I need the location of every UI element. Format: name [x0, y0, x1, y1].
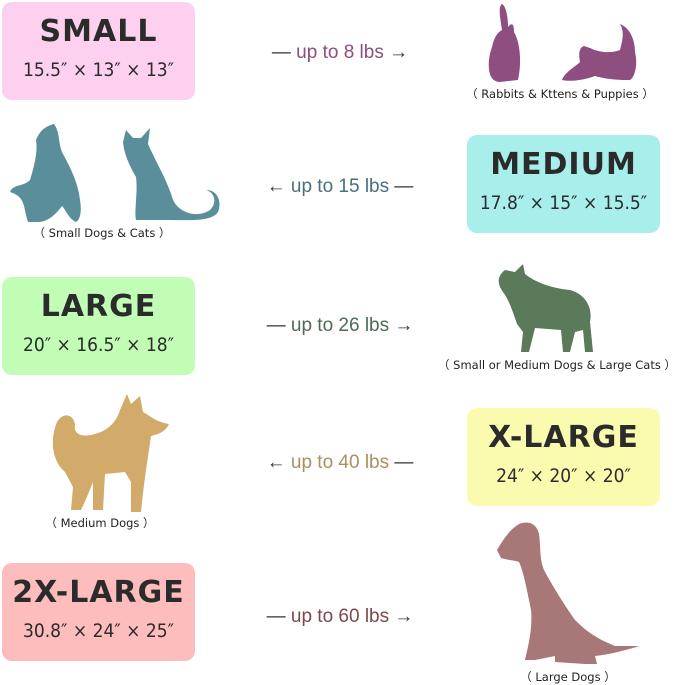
pet-caption: （ Medium Dogs ）	[45, 516, 155, 530]
size-dimensions: 24″ × 20″ × 20″	[496, 465, 631, 487]
weight-text: up to 8 lbs	[296, 42, 384, 63]
size-name: 2X-LARGE	[12, 575, 185, 610]
sitting-large-dog-silhouette-icon	[497, 522, 640, 664]
dash-icon: —	[266, 606, 286, 627]
weight-text: up to 26 lbs	[290, 315, 390, 336]
size-name: X-LARGE	[488, 420, 639, 455]
pet-caption: （ Rabbits & Kttens & Puppies ）	[466, 87, 654, 101]
weight-text: up to 40 lbs	[290, 452, 390, 473]
dash-icon: —	[271, 42, 291, 63]
arrow-right-icon: →	[394, 606, 414, 627]
weight-limit-small: — up to 8 lbs →	[230, 42, 450, 64]
weight-text: up to 60 lbs	[290, 606, 390, 627]
weight-text: up to 15 lbs	[290, 176, 390, 197]
weight-limit-x-large: ← up to 40 lbs —	[230, 452, 450, 474]
arrow-right-icon: →	[394, 315, 414, 336]
shiba-dog-silhouette-icon	[52, 394, 169, 512]
rabbit-kitten-silhouette-icon	[488, 4, 637, 82]
arrow-right-icon: →	[389, 42, 409, 63]
dash-icon: —	[394, 452, 414, 473]
small-dog-and-cat-silhouette-icon	[10, 124, 220, 222]
weight-limit-2x-large: — up to 60 lbs →	[230, 606, 450, 628]
weight-limit-medium: ← up to 15 lbs —	[230, 176, 450, 198]
size-box-medium: MEDIUM 17.8″ × 15″ × 15.5″	[467, 135, 660, 233]
size-box-x-large: X-LARGE 24″ × 20″ × 20″	[467, 408, 660, 506]
dash-icon: —	[394, 176, 414, 197]
size-box-small: SMALL 15.5″ × 13″ × 13″	[2, 2, 195, 100]
size-name: SMALL	[39, 14, 158, 49]
size-box-large: LARGE 20″ × 16.5″ × 18″	[2, 277, 195, 375]
size-name: MEDIUM	[490, 147, 637, 182]
size-name: LARGE	[40, 289, 157, 324]
size-box-2x-large: 2X-LARGE 30.8″ × 24″ × 25″	[2, 563, 195, 661]
size-dimensions: 20″ × 16.5″ × 18″	[22, 334, 175, 356]
pet-caption: （ Small Dogs & Cats ）	[33, 226, 171, 240]
pet-caption: （ Large Dogs ）	[520, 670, 616, 684]
size-dimensions: 15.5″ × 13″ × 13″	[22, 59, 175, 81]
dash-icon: —	[266, 315, 286, 336]
arrow-left-icon: ←	[266, 452, 286, 473]
pet-caption: （ Small or Medium Dogs & Large Cats ）	[437, 358, 676, 372]
size-dimensions: 17.8″ × 15″ × 15.5″	[479, 192, 648, 214]
bulldog-silhouette-icon	[498, 264, 593, 352]
weight-limit-large: — up to 26 lbs →	[230, 315, 450, 337]
arrow-left-icon: ←	[266, 176, 286, 197]
size-dimensions: 30.8″ × 24″ × 25″	[22, 620, 175, 642]
